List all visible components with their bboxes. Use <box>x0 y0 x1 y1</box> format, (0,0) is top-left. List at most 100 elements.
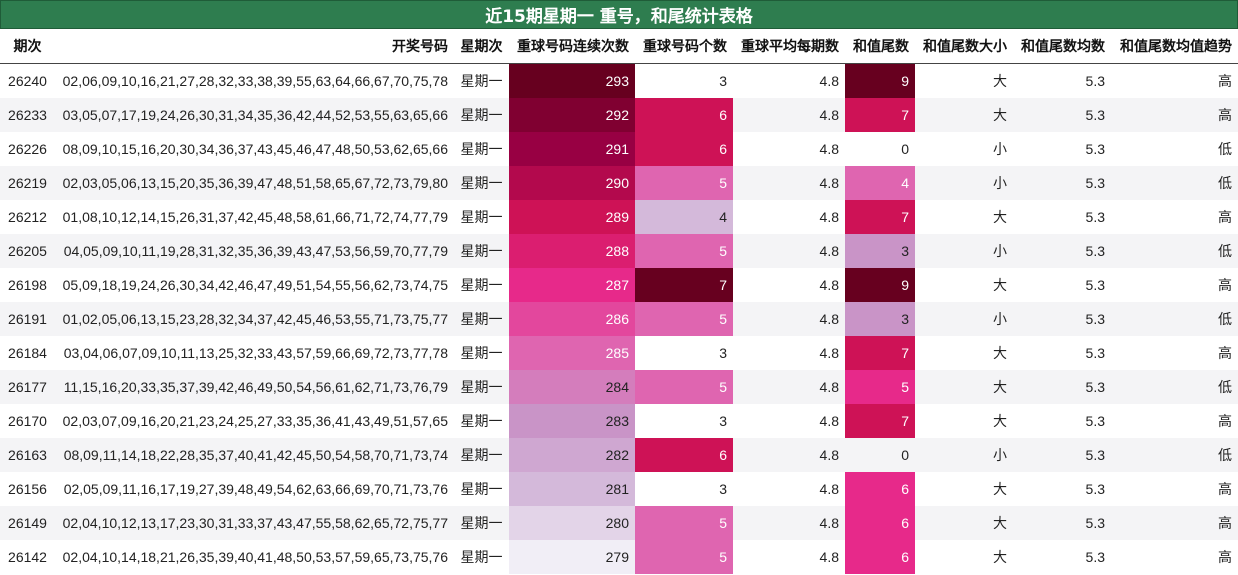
col-header-tail-size: 和值尾数大小 <box>915 29 1013 64</box>
cell-period: 26156 <box>0 472 55 506</box>
cell-avg: 4.8 <box>733 404 845 438</box>
cell-period: 26212 <box>0 200 55 234</box>
col-header-numbers: 开奖号码 <box>55 29 454 64</box>
cell-tail-mean: 5.3 <box>1013 506 1111 540</box>
cell-consecutive: 290 <box>509 166 635 200</box>
cell-avg: 4.8 <box>733 234 845 268</box>
cell-trend: 低 <box>1111 370 1238 404</box>
cell-consecutive: 281 <box>509 472 635 506</box>
cell-consecutive: 286 <box>509 302 635 336</box>
cell-numbers: 02,04,10,12,13,17,23,30,31,33,37,43,47,5… <box>55 506 454 540</box>
col-header-avg: 重球平均每期数 <box>733 29 845 64</box>
col-header-trend: 和值尾数均值趋势 <box>1111 29 1238 64</box>
cell-avg: 4.8 <box>733 268 845 302</box>
table-row: 26177 11,15,16,20,33,35,37,39,42,46,49,50… <box>0 370 1238 404</box>
cell-numbers: 02,04,10,14,18,21,26,35,39,40,41,48,50,5… <box>55 540 454 574</box>
cell-period: 26163 <box>0 438 55 472</box>
cell-weekday: 星期一 <box>454 268 509 302</box>
cell-tail-mean: 5.3 <box>1013 268 1111 302</box>
cell-avg: 4.8 <box>733 370 845 404</box>
cell-numbers: 02,03,07,09,16,20,21,23,24,25,27,33,35,3… <box>55 404 454 438</box>
cell-numbers: 01,08,10,12,14,15,26,31,37,42,45,48,58,6… <box>55 200 454 234</box>
cell-tail-mean: 5.3 <box>1013 540 1111 574</box>
cell-tail: 7 <box>845 404 915 438</box>
cell-tail-size: 小 <box>915 302 1013 336</box>
cell-repeat-count: 3 <box>635 404 733 438</box>
cell-repeat-count: 7 <box>635 268 733 302</box>
table-row: 26191 01,02,05,06,13,15,23,28,32,34,37,42… <box>0 302 1238 336</box>
cell-numbers: 11,15,16,20,33,35,37,39,42,46,49,50,54,5… <box>55 370 454 404</box>
cell-weekday: 星期一 <box>454 234 509 268</box>
cell-trend: 高 <box>1111 200 1238 234</box>
cell-trend: 高 <box>1111 63 1238 98</box>
cell-repeat-count: 6 <box>635 98 733 132</box>
cell-numbers: 08,09,10,15,16,20,30,34,36,37,43,45,46,4… <box>55 132 454 166</box>
cell-tail-size: 小 <box>915 234 1013 268</box>
cell-period: 26184 <box>0 336 55 370</box>
cell-tail: 4 <box>845 166 915 200</box>
cell-repeat-count: 3 <box>635 63 733 98</box>
cell-weekday: 星期一 <box>454 506 509 540</box>
cell-trend: 低 <box>1111 234 1238 268</box>
cell-tail: 7 <box>845 336 915 370</box>
cell-trend: 高 <box>1111 506 1238 540</box>
cell-consecutive: 288 <box>509 234 635 268</box>
cell-avg: 4.8 <box>733 472 845 506</box>
cell-period: 26177 <box>0 370 55 404</box>
cell-numbers: 08,09,11,14,18,22,28,35,37,40,41,42,45,5… <box>55 438 454 472</box>
cell-period: 26142 <box>0 540 55 574</box>
cell-repeat-count: 4 <box>635 200 733 234</box>
cell-trend: 低 <box>1111 438 1238 472</box>
cell-numbers: 03,04,06,07,09,10,11,13,25,32,33,43,57,5… <box>55 336 454 370</box>
cell-avg: 4.8 <box>733 438 845 472</box>
cell-avg: 4.8 <box>733 336 845 370</box>
cell-numbers: 02,05,09,11,16,17,19,27,39,48,49,54,62,6… <box>55 472 454 506</box>
cell-tail: 3 <box>845 234 915 268</box>
cell-consecutive: 279 <box>509 540 635 574</box>
cell-weekday: 星期一 <box>454 98 509 132</box>
col-header-consecutive: 重球号码连续次数 <box>509 29 635 64</box>
cell-avg: 4.8 <box>733 63 845 98</box>
cell-tail: 6 <box>845 506 915 540</box>
cell-weekday: 星期一 <box>454 472 509 506</box>
table-row: 26149 02,04,10,12,13,17,23,30,31,33,37,43… <box>0 506 1238 540</box>
table-row: 26156 02,05,09,11,16,17,19,27,39,48,49,54… <box>0 472 1238 506</box>
cell-weekday: 星期一 <box>454 63 509 98</box>
cell-consecutive: 285 <box>509 336 635 370</box>
cell-consecutive: 292 <box>509 98 635 132</box>
chart-title: 近15期星期一 重号，和尾统计表格 <box>0 0 1238 29</box>
cell-trend: 高 <box>1111 540 1238 574</box>
cell-period: 26205 <box>0 234 55 268</box>
cell-tail-mean: 5.3 <box>1013 370 1111 404</box>
table-row: 26198 05,09,18,19,24,26,30,34,42,46,47,49… <box>0 268 1238 302</box>
cell-numbers: 04,05,09,10,11,19,28,31,32,35,36,39,43,4… <box>55 234 454 268</box>
cell-period: 26170 <box>0 404 55 438</box>
cell-tail-mean: 5.3 <box>1013 132 1111 166</box>
cell-repeat-count: 6 <box>635 438 733 472</box>
cell-trend: 低 <box>1111 166 1238 200</box>
cell-tail-size: 小 <box>915 132 1013 166</box>
cell-numbers: 02,06,09,10,16,21,27,28,32,33,38,39,55,6… <box>55 63 454 98</box>
table-row: 26184 03,04,06,07,09,10,11,13,25,32,33,43… <box>0 336 1238 370</box>
cell-tail-size: 大 <box>915 404 1013 438</box>
cell-avg: 4.8 <box>733 98 845 132</box>
cell-period: 26233 <box>0 98 55 132</box>
cell-numbers: 05,09,18,19,24,26,30,34,42,46,47,49,51,5… <box>55 268 454 302</box>
cell-consecutive: 289 <box>509 200 635 234</box>
cell-period: 26219 <box>0 166 55 200</box>
cell-period: 26149 <box>0 506 55 540</box>
cell-tail: 0 <box>845 438 915 472</box>
cell-period: 26191 <box>0 302 55 336</box>
table-body: 26240 02,06,09,10,16,21,27,28,32,33,38,39… <box>0 63 1238 574</box>
cell-consecutive: 293 <box>509 63 635 98</box>
cell-repeat-count: 3 <box>635 472 733 506</box>
cell-trend: 高 <box>1111 336 1238 370</box>
cell-consecutive: 284 <box>509 370 635 404</box>
cell-consecutive: 291 <box>509 132 635 166</box>
cell-consecutive: 283 <box>509 404 635 438</box>
stats-table: 期次 开奖号码 星期次 重球号码连续次数 重球号码个数 重球平均每期数 和值尾数… <box>0 29 1238 574</box>
col-header-period: 期次 <box>0 29 55 64</box>
cell-numbers: 02,03,05,06,13,15,20,35,36,39,47,48,51,5… <box>55 166 454 200</box>
cell-tail-size: 大 <box>915 506 1013 540</box>
cell-tail-mean: 5.3 <box>1013 302 1111 336</box>
